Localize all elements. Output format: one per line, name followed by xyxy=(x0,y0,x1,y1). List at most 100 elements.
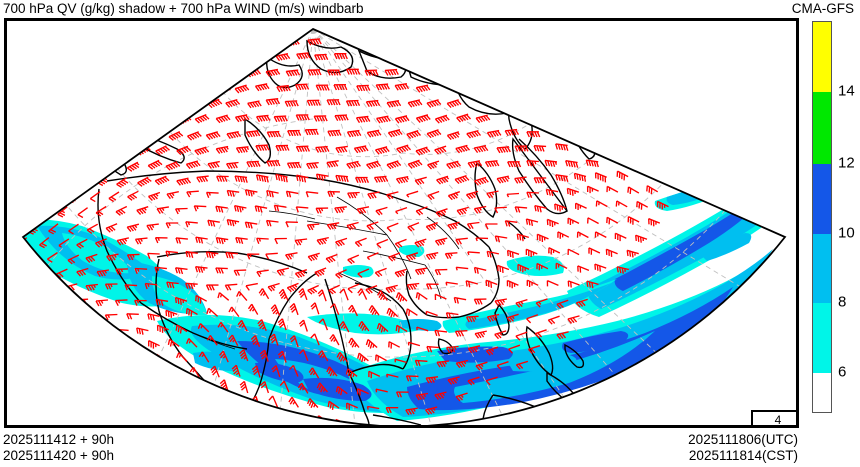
windbarb xyxy=(225,98,241,108)
windbarb xyxy=(165,161,181,171)
windbarb xyxy=(367,191,380,200)
windbarb xyxy=(425,283,439,290)
windbarb xyxy=(376,115,391,124)
map-canvas[interactable] xyxy=(7,21,796,425)
windbarb xyxy=(496,175,510,184)
windbarb xyxy=(278,288,289,301)
windbarb xyxy=(287,129,302,137)
windbarb xyxy=(527,345,541,354)
windbarb xyxy=(114,299,128,307)
windbarb xyxy=(386,222,399,233)
windbarb xyxy=(356,388,369,396)
windbarb xyxy=(167,99,183,111)
windbarb xyxy=(96,145,112,156)
windbarb xyxy=(636,200,649,210)
windbarb xyxy=(296,52,311,60)
windbarb xyxy=(394,238,407,249)
windbarb xyxy=(244,189,258,197)
windbarb xyxy=(546,218,559,228)
windbarb xyxy=(416,326,429,332)
model-label: CMA-GFS xyxy=(791,1,854,16)
windbarb xyxy=(154,266,167,273)
windbarb xyxy=(134,299,147,306)
windbarb xyxy=(327,400,340,411)
windbarb xyxy=(548,247,561,255)
windbarb xyxy=(588,247,601,255)
windbarb xyxy=(196,175,209,183)
windbarb xyxy=(27,284,40,294)
windbarb xyxy=(556,331,569,340)
windbarb xyxy=(415,291,428,300)
windbarb xyxy=(126,223,140,233)
windbarb xyxy=(335,237,348,247)
windbarb xyxy=(310,302,320,315)
windbarb xyxy=(577,265,590,273)
windbarb xyxy=(365,285,378,295)
windbarb xyxy=(314,267,327,277)
windbarb xyxy=(347,191,360,199)
windbarb xyxy=(269,333,279,346)
windbarb xyxy=(187,131,202,141)
windbarb xyxy=(95,205,107,217)
windbarb xyxy=(265,252,278,260)
windbarb xyxy=(276,84,291,93)
windbarb xyxy=(298,319,308,332)
windbarb xyxy=(445,281,458,286)
windbarb xyxy=(473,266,487,274)
windbarb xyxy=(148,339,160,349)
windbarb xyxy=(486,190,499,199)
windbarb xyxy=(506,313,519,323)
windbarb xyxy=(215,267,228,274)
windbarb xyxy=(226,219,240,227)
windbarb xyxy=(326,69,342,76)
windbarb xyxy=(316,382,329,393)
windbarb xyxy=(426,99,442,108)
windbarb xyxy=(494,235,508,243)
windbarb xyxy=(205,251,219,259)
windbarb xyxy=(526,191,539,199)
map-plot-frame[interactable]: 4 xyxy=(4,18,799,428)
windbarb xyxy=(285,252,298,260)
windbarb xyxy=(395,292,408,302)
windbarb xyxy=(535,298,548,308)
windbarb xyxy=(116,177,129,188)
windbarb xyxy=(56,145,72,155)
windbarb xyxy=(465,280,478,288)
windbarb xyxy=(146,223,159,231)
windbarb xyxy=(279,380,290,393)
windbarb xyxy=(376,238,389,249)
windbarb xyxy=(57,206,68,218)
windbarb xyxy=(306,99,321,106)
windbarb xyxy=(195,236,208,244)
windbarb xyxy=(447,221,460,231)
windbarb xyxy=(10,255,19,265)
windbarb xyxy=(234,84,250,94)
windbarb xyxy=(294,83,310,91)
windbarb xyxy=(315,173,329,181)
windbarb xyxy=(7,161,18,169)
windbarb xyxy=(446,160,462,170)
windbarb xyxy=(405,407,418,416)
windbarb xyxy=(185,250,198,258)
windbarb xyxy=(206,335,218,346)
windbarb xyxy=(375,83,390,91)
windbarb xyxy=(185,282,198,290)
windbarb xyxy=(504,220,518,227)
colorbar[interactable] xyxy=(812,21,832,413)
windbarb xyxy=(375,206,388,216)
windbarb xyxy=(346,402,358,410)
windbarb xyxy=(104,283,118,290)
windbarb xyxy=(86,223,99,234)
windbarb xyxy=(567,315,580,324)
colorbar-tick-10: 10 xyxy=(838,224,855,242)
windbarb xyxy=(226,69,242,79)
windbarb xyxy=(257,410,268,423)
colorbar-band-0 xyxy=(813,22,831,92)
windbarb xyxy=(144,282,158,290)
windbarb xyxy=(289,303,299,316)
page-title: 700 hPa QV (g/kg) shadow + 700 hPa WIND … xyxy=(3,1,364,16)
colorbar-tick-8: 8 xyxy=(838,293,847,311)
windbarb xyxy=(546,279,559,287)
windbarb xyxy=(573,172,587,182)
windbarb xyxy=(218,350,229,363)
